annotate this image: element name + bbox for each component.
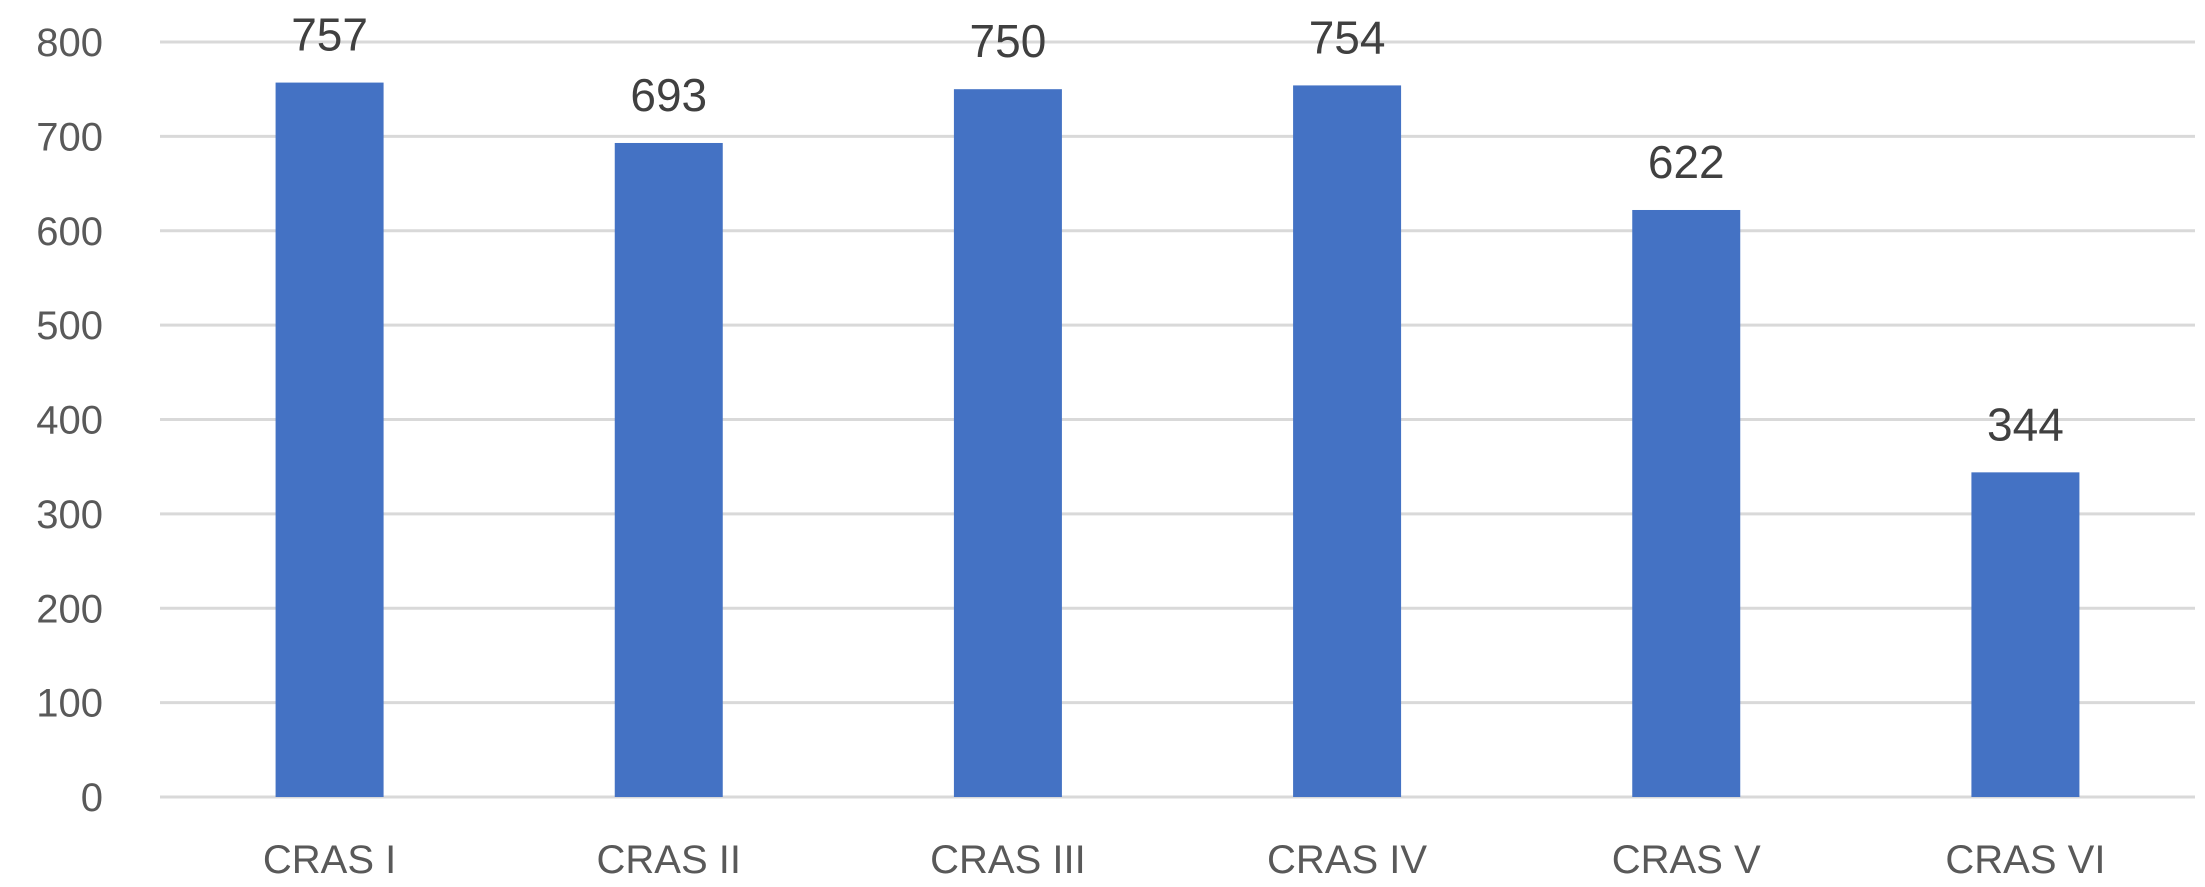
data-label: 757	[291, 9, 368, 61]
data-label: 622	[1648, 136, 1725, 188]
x-tick-label: CRAS VI	[1945, 838, 2105, 882]
data-label: 344	[1987, 398, 2064, 450]
y-tick-label: 800	[36, 21, 103, 65]
x-tick-label: CRAS II	[597, 838, 741, 882]
bars	[275, 82, 2080, 798]
data-label: 750	[970, 15, 1047, 67]
bar	[1632, 209, 1741, 798]
data-labels: 757 693 750 754 622 344	[291, 9, 2064, 451]
x-tick-label: CRAS V	[1612, 838, 1761, 882]
y-tick-label: 200	[36, 587, 103, 631]
y-tick-label: 500	[36, 304, 103, 348]
y-axis-tick-labels: 0 100 200 300 400 500 600 700 800	[36, 21, 103, 820]
y-tick-label: 700	[36, 115, 103, 159]
bar	[614, 142, 723, 797]
y-tick-label: 600	[36, 210, 103, 254]
x-axis-category-labels: CRAS I CRAS II CRAS III CRAS IV CRAS V CRAS V…	[263, 838, 2106, 882]
bar	[1293, 85, 1402, 798]
x-tick-label: CRAS IV	[1267, 838, 1427, 882]
gridlines	[160, 40, 2195, 799]
data-label: 754	[1309, 11, 1386, 63]
x-tick-label: CRAS III	[930, 838, 1086, 882]
bar	[275, 82, 384, 798]
y-tick-label: 0	[81, 776, 103, 820]
bar	[953, 89, 1062, 797]
y-tick-label: 400	[36, 399, 103, 443]
data-label: 693	[630, 69, 707, 121]
x-tick-label: CRAS I	[263, 838, 396, 882]
bar	[1971, 472, 2080, 797]
y-tick-label: 300	[36, 493, 103, 537]
y-tick-label: 100	[36, 682, 103, 726]
